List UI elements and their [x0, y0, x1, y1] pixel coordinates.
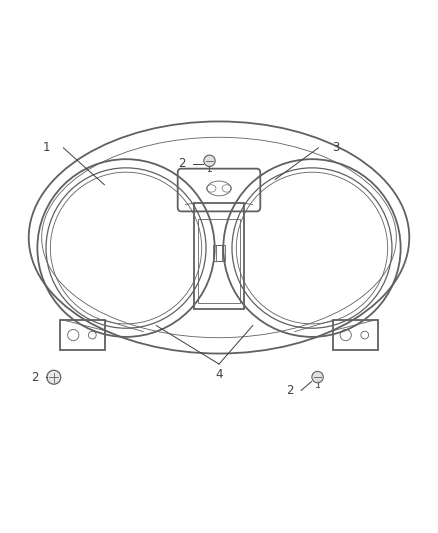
Bar: [60, 320, 106, 350]
Text: 2: 2: [32, 371, 39, 384]
Text: 4: 4: [215, 368, 223, 381]
Bar: [194, 203, 244, 309]
Ellipse shape: [47, 370, 61, 384]
Text: 3: 3: [332, 141, 339, 155]
Bar: [216, 245, 226, 261]
Bar: [212, 245, 222, 261]
Ellipse shape: [204, 155, 215, 166]
Text: 2: 2: [286, 384, 294, 397]
Text: 1: 1: [42, 141, 50, 155]
Text: 2: 2: [179, 157, 186, 170]
Ellipse shape: [312, 372, 323, 383]
Bar: [198, 219, 240, 303]
Bar: [332, 320, 378, 350]
